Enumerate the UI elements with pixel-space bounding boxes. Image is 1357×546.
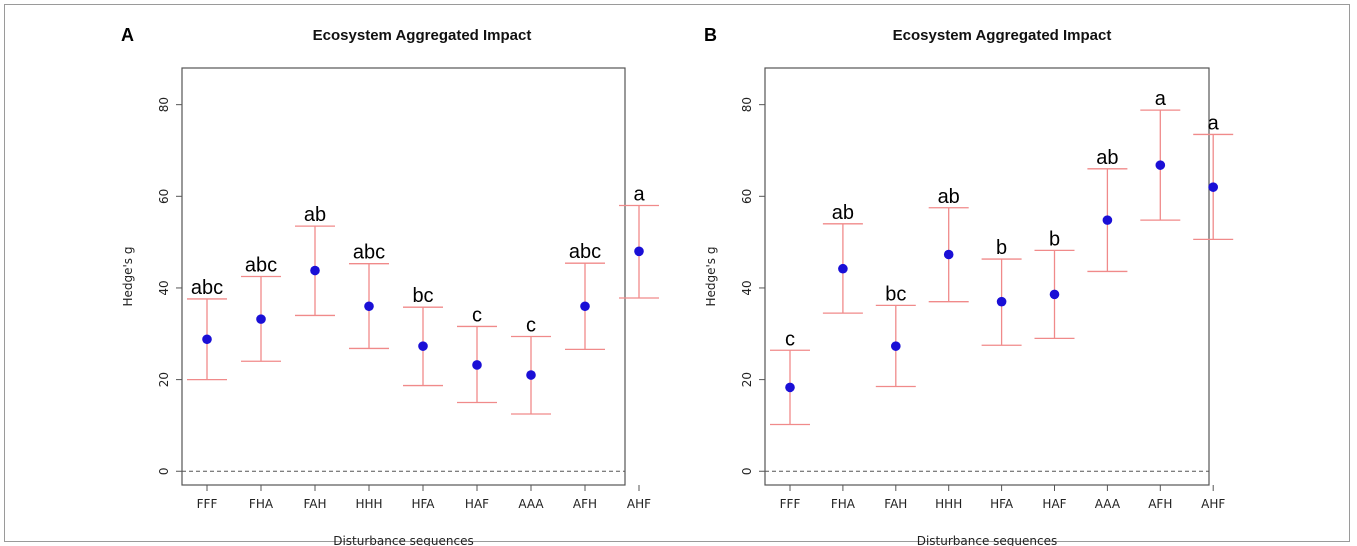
significance-letter: abc [353,242,385,264]
significance-letter: b [1049,228,1060,250]
x-tick-label: HAF [465,497,489,511]
x-tick-label: FHA [831,497,856,511]
significance-letter: bc [885,283,906,305]
x-tick-label: AFH [573,497,597,511]
data-point [1155,160,1166,170]
data-point [418,341,428,351]
significance-letter: ab [938,186,960,208]
y-tick-label: 0 [740,467,754,475]
significance-letter: c [526,315,536,337]
significance-letter: b [996,237,1007,259]
y-tick-label: 60 [157,189,171,204]
significance-letter: ab [304,204,326,226]
significance-letter: a [633,183,645,205]
significance-letter: a [1208,112,1220,134]
significance-letter: bc [412,285,433,307]
x-tick-label: HFA [411,497,435,511]
data-point [785,382,795,393]
y-tick-label: 60 [740,189,754,204]
data-point [838,263,848,274]
x-axis-label: Disturbance sequences [917,534,1058,546]
data-point [580,301,590,312]
panel-label: B [704,25,717,45]
plot-box [181,67,626,486]
data-point [472,360,482,370]
significance-letter: c [472,304,482,326]
data-point [996,296,1007,307]
data-point [526,370,536,380]
y-tick-label: 40 [157,280,171,295]
y-tick-label: 0 [157,467,171,475]
data-point [891,341,901,351]
significance-letter: a [1155,88,1167,110]
data-point [1049,289,1060,300]
x-tick-label: AFH [1148,497,1172,511]
data-point [1102,215,1113,225]
data-point [364,301,374,312]
data-point [202,334,212,345]
x-tick-label: FAH [303,497,326,511]
panel-label: A [121,25,134,45]
y-axis-label: Hedge's g [121,246,135,306]
x-tick-label: AHF [627,497,651,511]
data-point [634,246,644,257]
x-tick-label: AAA [518,497,544,511]
significance-letter: abc [245,255,277,277]
x-tick-label: AHF [1201,497,1225,511]
chart-title: Ecosystem Aggregated Impact [313,27,532,44]
data-point [310,265,320,276]
data-point [256,314,266,324]
x-tick-label: HFA [990,497,1014,511]
significance-letter: abc [569,241,601,263]
x-tick-label: HAF [1042,497,1066,511]
x-axis-label: Disturbance sequences [333,534,474,546]
x-tick-label: HHH [935,497,962,511]
x-tick-label: AAA [1095,497,1121,511]
x-tick-label: FFF [197,497,218,511]
significance-letter: ab [1096,147,1118,169]
x-tick-label: FAH [884,497,907,511]
significance-letter: abc [191,277,223,299]
y-tick-label: 20 [740,372,754,387]
significance-letter: ab [832,202,854,224]
y-tick-label: 80 [157,97,171,112]
figure-frame [4,4,1350,542]
x-tick-label: HHH [355,497,382,511]
y-tick-label: 40 [740,280,754,295]
chart-panel-b: B Ecosystem Aggregated Impact 0 20 40 60 80 Hed… [704,25,1234,546]
y-tick-label: 20 [157,372,171,387]
y-axis-label: Hedge's g [704,246,718,306]
x-tick-label: FHA [249,497,274,511]
data-point [1208,182,1218,192]
chart-title: Ecosystem Aggregated Impact [893,27,1112,44]
chart-panel-a: A Ecosystem Aggregated Impact 0 20 40 60 80 Hed… [121,25,659,546]
data-point [943,249,954,260]
significance-letter: c [785,328,795,350]
y-tick-label: 80 [740,97,754,112]
plot-box [764,67,1210,486]
x-tick-label: FFF [780,497,801,511]
